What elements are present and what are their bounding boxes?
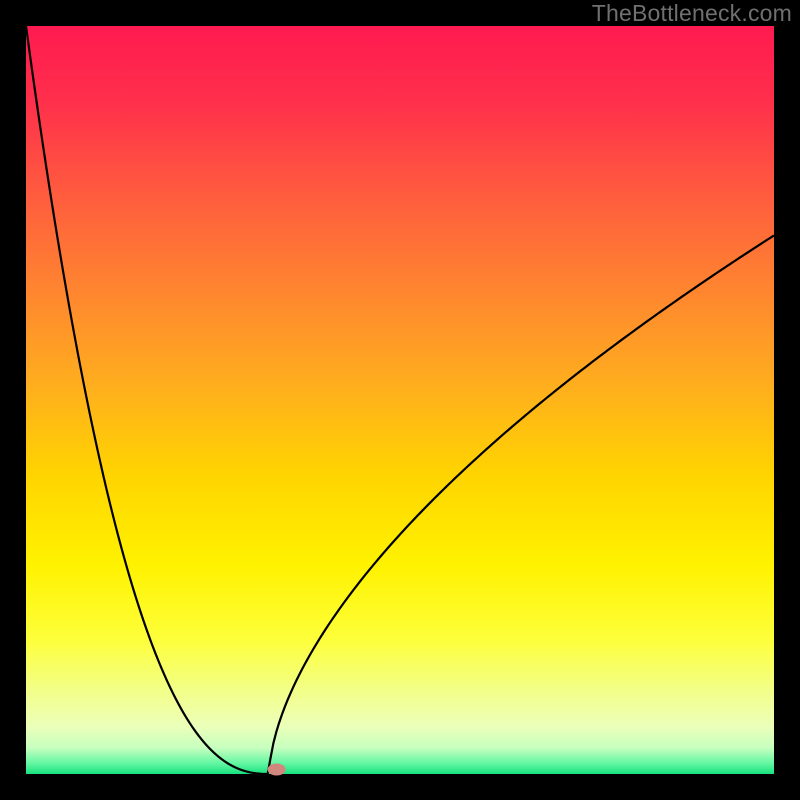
watermark-text: TheBottleneck.com [592, 0, 792, 27]
chart-frame: TheBottleneck.com [0, 0, 800, 800]
plot-background [26, 26, 774, 774]
optimal-point-marker [268, 764, 286, 776]
bottleneck-chart [0, 0, 800, 800]
